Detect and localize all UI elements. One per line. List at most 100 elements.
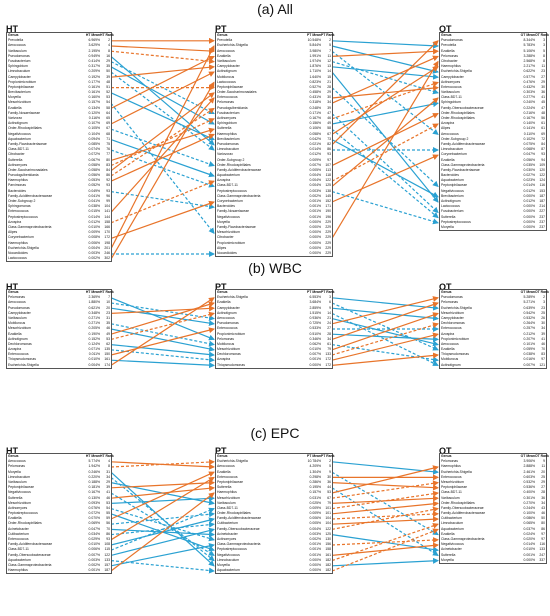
- rank-value: 157: [104, 562, 110, 567]
- rank-value: 152: [325, 199, 331, 203]
- rank-value: 141: [104, 209, 110, 214]
- genus-name: Peptoniphilaceae: [217, 479, 244, 484]
- mean-value: 0.141%: [523, 126, 536, 131]
- rank-change-arrow: [331, 139, 439, 198]
- genus-name: Family-Acidiferrobacteraceae: [8, 193, 53, 198]
- rank-value: 115: [104, 547, 110, 552]
- rank-value: 41: [106, 490, 110, 495]
- mean-value: 3.906%: [523, 459, 536, 464]
- mean-value: 0.212%: [523, 331, 536, 336]
- table-row: Ezakiella 3.684% 6: [216, 300, 332, 305]
- genus-name: Enterococcus: [8, 209, 29, 214]
- table-row: Varibaculum 0.188% 29: [7, 480, 111, 485]
- mean-value: 0.476%: [523, 79, 536, 84]
- rank-value: 145: [325, 193, 331, 198]
- mean-value: 0.167%: [523, 116, 536, 120]
- table-row: Azospira 0.004% 122: [216, 178, 332, 183]
- genus-name: Family-Acidiferrobacteraceae: [441, 141, 486, 146]
- genus-name: Pelomonas: [217, 100, 234, 105]
- mean-value: 0.007%: [309, 352, 322, 357]
- rank-value: 96: [106, 193, 110, 198]
- table-row: Bacteroides 0.001% 171: [216, 204, 332, 209]
- rank-value: 15: [327, 74, 331, 79]
- rank-change-arrow: [110, 508, 215, 542]
- mean-value: 0.317%: [88, 64, 101, 69]
- rank-change-arrow: [110, 495, 215, 504]
- table-row: Order-Subgroup 2 0.102% 72: [440, 137, 546, 142]
- mean-value: 0.157%: [88, 100, 101, 105]
- table-row: Prevotella 5.783% 3: [440, 43, 546, 48]
- genus-name: Parvimonas: [8, 183, 26, 188]
- genus-name: Azospira: [8, 347, 22, 352]
- rank-value: 39: [541, 331, 545, 336]
- mean-value: 0.116%: [88, 116, 100, 120]
- rank-change-arrow: [110, 92, 215, 141]
- table-row: Prevotella 6.969% 2: [7, 38, 111, 43]
- genus-name: Limnobaculum: [441, 521, 464, 526]
- mean-value: 0.533%: [309, 326, 322, 331]
- table-row: Mesorhizobium 0.000% 229: [216, 230, 332, 235]
- rank-value: 229: [325, 235, 331, 240]
- genus-name: Mobiluncus: [217, 341, 235, 346]
- genus-name: Mobiluncus: [217, 74, 235, 79]
- genus-name: Campylobacter: [217, 64, 240, 69]
- genus-name: Varibaculum: [8, 315, 27, 320]
- mean-value: 0.003%: [309, 188, 322, 193]
- mean-value: 0.014%: [523, 183, 536, 188]
- genus-name: Aquabacterium: [8, 136, 31, 141]
- genus-table: Genus OT Mean OT Rank Pelomonas 3.906% 9 Haemo…: [439, 453, 549, 564]
- rank-value: 133: [104, 557, 110, 562]
- header-cell: Genus: [8, 290, 19, 294]
- genus-name: Lactococcus: [217, 79, 236, 84]
- table-row: Sutterella 0.001% 247: [440, 553, 546, 558]
- rank-value: 25: [541, 310, 545, 315]
- table-row: Pseudomonas 0.021% 82: [216, 142, 332, 147]
- rank-value: 44: [327, 485, 331, 490]
- table-header: Genus PT Mean PT Rank: [216, 454, 335, 459]
- table-row: Class-Gammaproteobacteria 0.010% 166: [7, 225, 111, 230]
- genus-name: Family-Acidiferrobacteraceae: [8, 542, 53, 547]
- genus-name: Prevotella: [217, 38, 233, 43]
- rank-change-arrow: [331, 352, 439, 366]
- table-row: Aquabacterium 0.037% 86: [440, 527, 546, 532]
- mean-value: 0.190%: [88, 331, 101, 336]
- mean-value: 0.000%: [309, 557, 322, 562]
- genus-name: Negativicoccus: [217, 552, 240, 557]
- mean-value: 0.025%: [309, 500, 322, 505]
- rank-value: 23: [106, 310, 110, 315]
- genus-name: Dechloromonas: [217, 352, 241, 357]
- table-row: Citrobacter 2.568% 8: [440, 59, 546, 64]
- table-row: Campylobacter 0.532% 26: [440, 316, 546, 321]
- mean-value: 0.093%: [88, 500, 101, 505]
- rank-change-arrow: [110, 476, 215, 541]
- table-row: Corynebacterium 0.001% 152: [216, 199, 332, 204]
- table-row: Aerococcus 3.980% 7: [216, 49, 332, 54]
- header-cell: Genus: [217, 290, 228, 294]
- rank-value: 79: [327, 347, 331, 352]
- rank-value: 75: [106, 141, 110, 146]
- table-row: Propionimicrobium 0.207% 41: [440, 337, 546, 342]
- table-row: Pelomonas 3.906% 9: [440, 459, 546, 464]
- table-row: Escherichia-Shigella 5.844% 5: [216, 43, 332, 48]
- rank-value: 86: [106, 531, 110, 536]
- genus-name: Citrobacter: [217, 235, 234, 240]
- table-row: Actinomyces 0.167% 46: [216, 116, 332, 121]
- table-row: Mobiluncus 0.271% 35: [7, 321, 111, 326]
- table-row: Escherichia-Shigella 6.553% 3: [216, 295, 332, 300]
- table-row: Negativicoccus 0.001% 196: [216, 215, 332, 220]
- rank-change-arrow: [331, 312, 439, 351]
- genus-name: Aquabacterium: [441, 178, 464, 183]
- genus-name: Sutterella: [441, 552, 456, 557]
- table-row: Order-Rhodospirillales 0.167% 56: [440, 116, 546, 121]
- rank-change-arrow: [110, 50, 215, 65]
- rank-value: 11: [541, 64, 545, 69]
- rank-value: 29: [106, 58, 110, 63]
- mean-value: 0.005%: [309, 521, 322, 526]
- genus-name: Aquabacterium: [8, 557, 31, 562]
- table-row: Brevibacterium 0.000% 187: [440, 194, 546, 199]
- table-row: Peptostreptococcus 0.014% 144: [7, 215, 111, 220]
- mean-value: 0.042%: [309, 136, 322, 141]
- genus-name: Haemophilus: [217, 490, 237, 495]
- mean-value: 3.980%: [309, 48, 322, 53]
- mean-value: 0.005%: [309, 167, 322, 172]
